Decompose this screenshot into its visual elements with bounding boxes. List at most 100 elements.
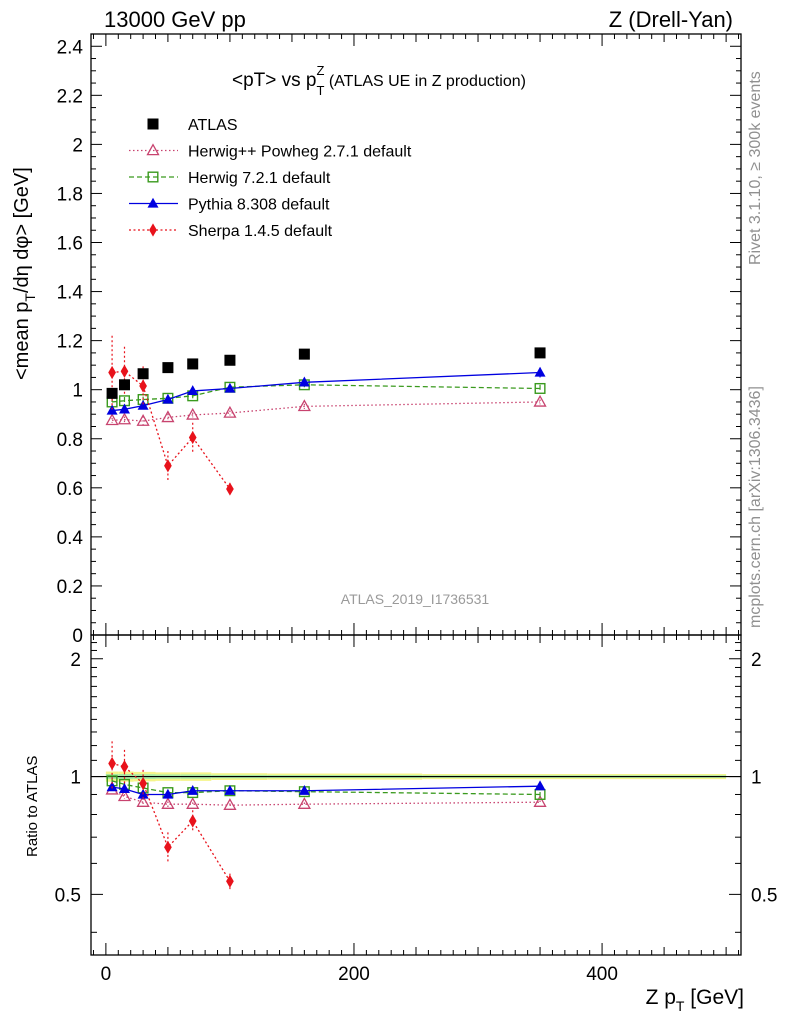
header-right: Z (Drell-Yan) xyxy=(609,7,733,32)
series-line-main xyxy=(112,384,541,403)
data-point-ratio xyxy=(106,781,118,792)
legend-label: Herwig++ Powheg 2.7.1 default xyxy=(188,144,412,161)
axis-ticks: 0 0.2 0.4 0.6 0.8 1 1.2 1.4 1.6 1.8 2 2.2 2.4 0 200 400… xyxy=(55,33,777,985)
data-point-main xyxy=(162,393,174,404)
series-1 xyxy=(106,379,546,800)
data-point-ratio xyxy=(161,797,175,809)
reference-point xyxy=(162,362,174,374)
data-point-main xyxy=(298,376,310,387)
legend: ATLAS Herwig++ Powheg 2.7.1 default Herwig… xyxy=(129,117,412,240)
series-line-main xyxy=(112,371,541,412)
y-axis-label-a: <mean p xyxy=(11,302,33,380)
ratio-tick-label-right: 0.5 xyxy=(751,885,777,906)
x-tick-label: 200 xyxy=(338,964,370,985)
series-line-main xyxy=(112,401,541,422)
ratio-tick-label-right: 2 xyxy=(751,650,762,671)
legend-marker xyxy=(146,143,160,156)
x-tick-label: 0 xyxy=(101,964,112,985)
reference-point xyxy=(224,354,236,366)
data-point-ratio xyxy=(533,795,547,807)
data-point-ratio xyxy=(223,798,237,810)
y-axis-label-b: /dη dφ> [GeV] xyxy=(11,167,33,293)
legend-label: Sherpa 1.4.5 default xyxy=(188,223,333,240)
y-tick-label: 0.2 xyxy=(57,577,83,598)
data-point-ratio xyxy=(117,789,132,802)
legend-label: Pythia 8.308 default xyxy=(188,197,330,214)
data-point-ratio xyxy=(534,780,546,791)
data-point-ratio xyxy=(139,776,147,791)
series-layer xyxy=(105,335,547,890)
y-tick-label: 1.6 xyxy=(57,234,83,255)
x-tick-label: 400 xyxy=(586,964,618,985)
data-point-main xyxy=(533,394,547,407)
y-tick-label: 0.6 xyxy=(57,479,83,500)
ratio-y-axis-label: Ratio to ATLAS xyxy=(24,756,41,857)
data-point-main xyxy=(534,366,546,377)
data-point-ratio xyxy=(118,783,130,794)
y-tick-label: 1.2 xyxy=(57,332,83,353)
reference-point xyxy=(118,379,130,391)
analysis-watermark: ATLAS_2019_I1736531 xyxy=(341,591,490,607)
data-point-ratio xyxy=(186,797,200,809)
legend-marker xyxy=(147,118,159,130)
data-point-ratio xyxy=(136,795,150,807)
legend-entry: ATLAS xyxy=(147,117,238,134)
data-point-main xyxy=(297,399,311,412)
data-point-main xyxy=(120,364,129,378)
legend-entry: Herwig 7.2.1 default xyxy=(129,170,331,187)
y-axis-label: <mean pT/dη dφ> [GeV] xyxy=(11,167,38,380)
data-point-ratio xyxy=(297,797,311,809)
series-line-ratio xyxy=(111,780,541,796)
plot-title-sub: T xyxy=(316,83,324,98)
y-tick-label: 1 xyxy=(72,381,83,402)
header-left: 13000 GeV pp xyxy=(104,7,246,32)
data-point-main xyxy=(164,459,172,473)
y-tick-label: 2.4 xyxy=(57,37,84,58)
x-axis-label-suffix: [GeV] xyxy=(684,986,744,1009)
legend-label: Herwig 7.2.1 default xyxy=(188,170,331,187)
legend-label: ATLAS xyxy=(188,117,238,134)
legend-marker xyxy=(147,171,159,183)
reference-series xyxy=(106,347,546,399)
y-tick-label: 2.2 xyxy=(57,86,83,107)
x-axis-label-sub: T xyxy=(676,998,685,1014)
reference-point xyxy=(534,347,546,359)
reference-point xyxy=(298,348,310,360)
data-point-main xyxy=(106,404,118,415)
mcplots-label: mcplots.cern.ch [arXiv:1306.3436] xyxy=(747,386,764,628)
series-line-ratio xyxy=(111,785,541,796)
data-point-main xyxy=(117,412,132,425)
reference-point xyxy=(137,368,149,380)
y-tick-label: 2 xyxy=(72,135,83,156)
data-point-ratio xyxy=(164,840,172,854)
legend-entry: Pythia 8.308 default xyxy=(129,197,330,214)
data-point-ratio xyxy=(224,784,236,795)
data-point-main xyxy=(108,365,116,380)
data-point-ratio xyxy=(187,784,199,795)
plot-title-sup: Z xyxy=(317,63,325,78)
data-point-main xyxy=(534,382,546,394)
y-tick-label: 0 xyxy=(72,626,83,647)
ratio-tick-label-right: 1 xyxy=(751,768,762,789)
y-axis-label-sub: T xyxy=(22,293,38,302)
data-point-main xyxy=(136,413,150,426)
plot-title-main: <pT> vs p xyxy=(232,70,317,91)
ratio-tick-label-left: 0.5 xyxy=(55,885,81,906)
legend-entry: Sherpa 1.4.5 default xyxy=(129,223,333,240)
data-point-main xyxy=(137,399,149,410)
y-tick-label: 1.8 xyxy=(57,184,83,205)
rivet-label: Rivet 3.1.10, ≥ 300k events xyxy=(747,71,764,265)
y-tick-label: 1.4 xyxy=(57,283,84,304)
data-point-ratio xyxy=(226,874,234,888)
data-point-main xyxy=(139,379,147,393)
data-point-main xyxy=(188,430,197,445)
data-point-ratio xyxy=(120,760,129,774)
x-axis-label: Z pT [GeV] xyxy=(646,986,744,1014)
y-tick-label: 0.4 xyxy=(57,528,84,549)
data-point-ratio xyxy=(188,814,197,828)
reference-point xyxy=(187,358,199,370)
data-point-ratio xyxy=(162,788,174,799)
data-point-main xyxy=(186,407,200,420)
